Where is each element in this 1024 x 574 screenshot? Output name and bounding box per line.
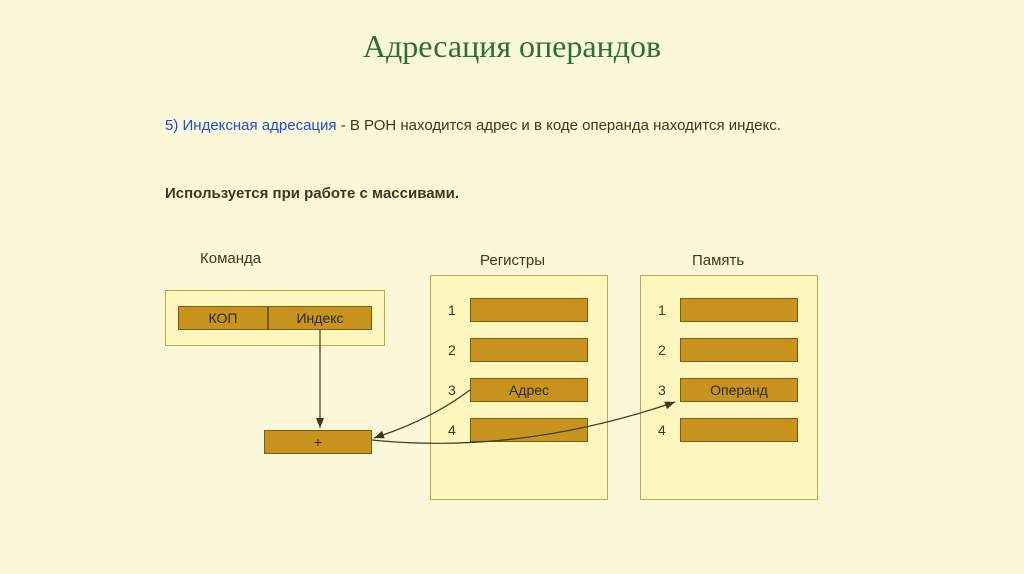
memory-num-2: 3 [658,382,666,398]
memory-num-0: 1 [658,302,666,318]
description-rest: - В РОН находится адрес и в коде операнд… [337,117,781,134]
label-registers: Регистры [480,252,545,269]
page-title: Адресация операндов [0,0,1024,65]
usage-note: Используется при работе с массивами. [165,185,459,202]
memory-cell-1 [680,338,798,362]
register-num-3: 4 [448,422,456,438]
label-memory: Память [692,252,744,269]
register-cell-2: Адрес [470,378,588,402]
memory-num-1: 2 [658,342,666,358]
register-num-1: 2 [448,342,456,358]
memory-num-3: 4 [658,422,666,438]
memory-cell-0 [680,298,798,322]
memory-cell-2: Операнд [680,378,798,402]
command-cell-0: КОП [178,306,268,330]
description: 5) Индексная адресация - В РОН находится… [165,115,865,138]
register-cell-1 [470,338,588,362]
plus-cell: + [264,430,372,454]
register-cell-0 [470,298,588,322]
command-cell-1: Индекс [268,306,372,330]
register-cell-3 [470,418,588,442]
register-num-0: 1 [448,302,456,318]
memory-cell-3 [680,418,798,442]
register-num-2: 3 [448,382,456,398]
description-lead: 5) Индексная адресация [165,117,337,134]
label-command: Команда [200,250,261,267]
